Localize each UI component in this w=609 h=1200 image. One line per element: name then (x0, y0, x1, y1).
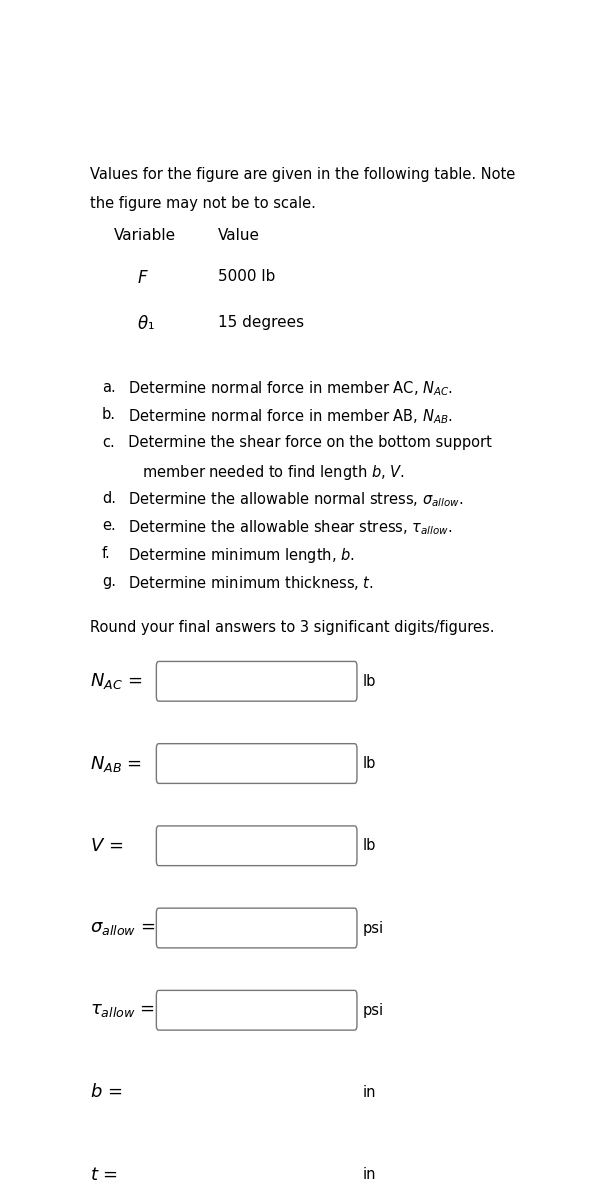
Text: Determine the allowable shear stress, $\tau_{allow}$.: Determine the allowable shear stress, $\… (119, 518, 452, 536)
Text: Values for the figure are given in the following table. Note: Values for the figure are given in the f… (90, 167, 516, 182)
Text: b.: b. (102, 407, 116, 422)
Text: $b$ =: $b$ = (90, 1084, 122, 1102)
FancyBboxPatch shape (157, 1154, 357, 1194)
Text: 5000 lb: 5000 lb (218, 269, 275, 283)
Text: a.: a. (102, 379, 116, 395)
Text: $θ₁$: $θ₁$ (138, 314, 155, 332)
Text: Value: Value (218, 228, 259, 244)
Text: psi: psi (363, 920, 384, 936)
Text: Determine minimum thickness, $t$.: Determine minimum thickness, $t$. (119, 574, 373, 592)
Text: 15 degrees: 15 degrees (218, 314, 304, 330)
Text: $N_{AB}$ =: $N_{AB}$ = (90, 754, 143, 774)
Text: Round your final answers to 3 significant digits/figures.: Round your final answers to 3 significan… (90, 620, 495, 635)
FancyBboxPatch shape (157, 908, 357, 948)
Text: Determine normal force in member AB, $N_{AB}$.: Determine normal force in member AB, $N_… (119, 407, 452, 426)
FancyBboxPatch shape (157, 661, 357, 701)
FancyBboxPatch shape (157, 990, 357, 1030)
Text: f.: f. (102, 546, 111, 560)
Text: g.: g. (102, 574, 116, 589)
Text: e.: e. (102, 518, 116, 533)
Text: $\tau_{allow}$ =: $\tau_{allow}$ = (90, 1001, 155, 1019)
Text: Determine the allowable normal stress, $\sigma_{allow}$.: Determine the allowable normal stress, $… (119, 491, 463, 509)
Text: lb: lb (363, 756, 376, 772)
Text: psi: psi (363, 1003, 384, 1018)
Text: the figure may not be to scale.: the figure may not be to scale. (90, 196, 316, 211)
Text: lb: lb (363, 839, 376, 853)
Text: $N_{AC}$ =: $N_{AC}$ = (90, 671, 143, 691)
Text: $\sigma_{allow}$ =: $\sigma_{allow}$ = (90, 919, 156, 937)
Text: Determine the shear force on the bottom support: Determine the shear force on the bottom … (119, 436, 491, 450)
Text: $t$ =: $t$ = (90, 1165, 118, 1183)
Text: Determine minimum length, $b$.: Determine minimum length, $b$. (119, 546, 354, 565)
Text: in: in (363, 1085, 376, 1100)
FancyBboxPatch shape (157, 826, 357, 865)
Text: in: in (363, 1168, 376, 1182)
Text: c.: c. (102, 436, 115, 450)
Text: member needed to find length $b$, $V$.: member needed to find length $b$, $V$. (119, 463, 404, 481)
Text: d.: d. (102, 491, 116, 505)
FancyBboxPatch shape (157, 744, 357, 784)
FancyBboxPatch shape (157, 1073, 357, 1112)
Text: $F$: $F$ (138, 269, 149, 287)
Text: Determine normal force in member AC, $N_{AC}$.: Determine normal force in member AC, $N_… (119, 379, 452, 398)
Text: lb: lb (363, 674, 376, 689)
Text: Variable: Variable (114, 228, 176, 244)
Text: $V$ =: $V$ = (90, 836, 124, 854)
